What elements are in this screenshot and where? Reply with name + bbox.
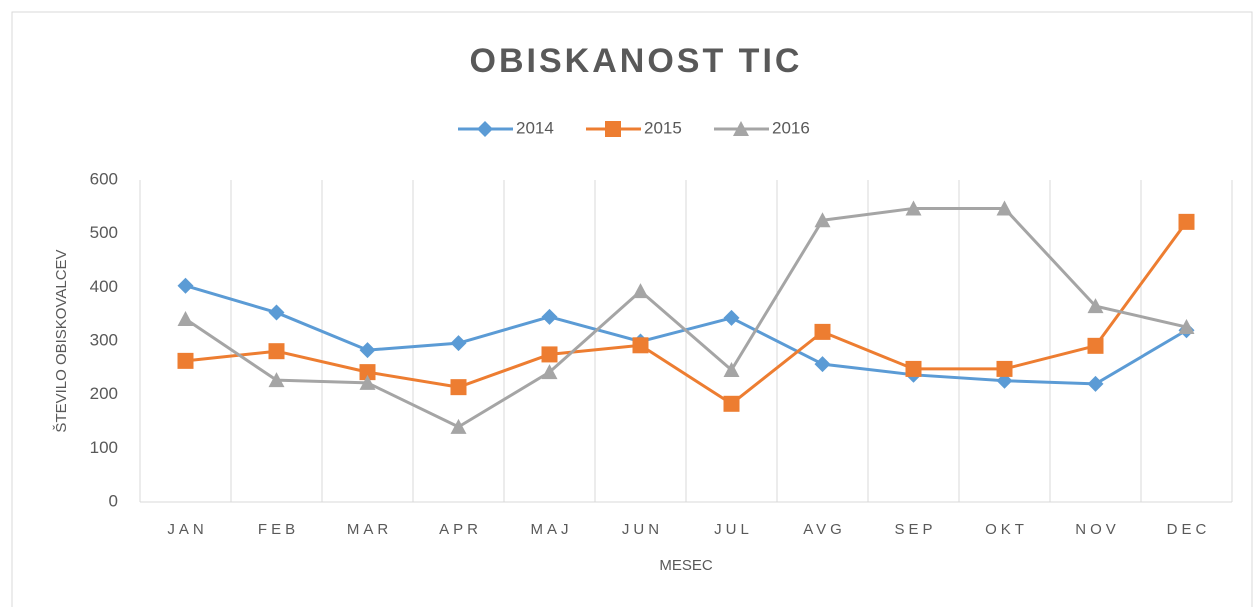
data-point xyxy=(541,346,558,363)
x-tick-label: APR xyxy=(439,521,482,538)
data-point xyxy=(177,310,194,326)
data-point xyxy=(450,379,467,396)
data-point xyxy=(541,364,558,380)
data-point xyxy=(632,283,649,299)
data-point xyxy=(1178,213,1195,230)
series-line xyxy=(184,206,1187,429)
data-point xyxy=(450,418,467,434)
data-point xyxy=(905,200,922,216)
x-tick-label: MAR xyxy=(347,521,392,538)
data-point xyxy=(996,360,1013,377)
y-tick-label: 300 xyxy=(90,330,118,349)
data-point xyxy=(996,200,1013,216)
x-tick-label: JUN xyxy=(622,521,663,538)
legend-marker xyxy=(477,121,493,137)
legend-label: 2016 xyxy=(772,118,810,137)
data-point xyxy=(359,374,376,390)
data-point xyxy=(1087,298,1104,314)
x-tick-label: JUL xyxy=(714,521,753,538)
chart-title: OBISKANOST TIC xyxy=(470,42,803,80)
x-tick-label: DEC xyxy=(1167,521,1211,538)
data-point xyxy=(450,335,467,352)
x-tick-label: JAN xyxy=(167,521,207,538)
data-point xyxy=(1087,337,1104,354)
data-point xyxy=(177,352,194,369)
chart-frame xyxy=(11,11,1253,607)
y-tick-label: 0 xyxy=(109,491,118,510)
data-point xyxy=(268,372,285,388)
x-tick-label: NOV xyxy=(1075,521,1120,538)
data-point xyxy=(814,356,831,373)
data-point xyxy=(632,337,649,354)
data-point xyxy=(177,277,194,294)
y-tick-label: 200 xyxy=(90,384,118,403)
data-point xyxy=(723,361,740,377)
data-point xyxy=(723,395,740,412)
x-tick-label: MAJ xyxy=(531,521,573,538)
y-tick-label: 100 xyxy=(90,438,118,457)
data-point xyxy=(268,343,285,360)
data-point xyxy=(1178,319,1195,335)
data-point xyxy=(814,212,831,228)
y-tick-label: 600 xyxy=(90,169,118,188)
legend-label: 2014 xyxy=(516,118,554,137)
data-point xyxy=(723,309,740,326)
data-point xyxy=(905,360,922,377)
x-axis-label: MESEC xyxy=(659,557,713,574)
y-tick-label: 500 xyxy=(90,223,118,242)
y-tick-label: 400 xyxy=(90,277,118,296)
data-point xyxy=(541,308,558,325)
x-tick-label: FEB xyxy=(258,521,299,538)
data-point xyxy=(359,364,376,381)
y-axis-label: ŠTEVILO OBISKOVALCEV xyxy=(53,249,70,432)
data-point xyxy=(814,323,831,340)
data-point xyxy=(268,304,285,321)
data-point xyxy=(1087,375,1104,392)
x-tick-label: AVG xyxy=(803,521,846,538)
legend-marker xyxy=(605,121,621,137)
legend-marker xyxy=(733,121,749,136)
x-tick-label: SEP xyxy=(894,521,936,538)
x-tick-label: OKT xyxy=(985,521,1028,538)
legend-label: 2015 xyxy=(644,118,682,137)
data-point xyxy=(359,342,376,359)
series-line xyxy=(185,220,1188,406)
